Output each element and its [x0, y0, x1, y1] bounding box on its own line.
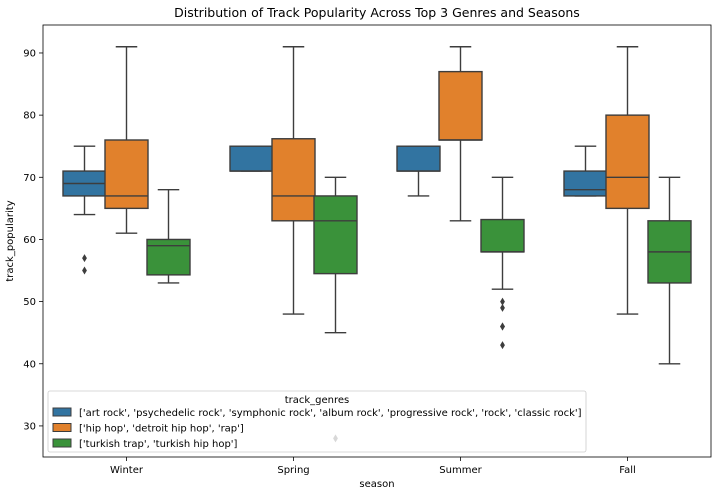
box-iqr — [396, 145, 441, 172]
y-axis-label: track_popularity — [5, 200, 16, 281]
y-tick-label: 50 — [23, 297, 36, 308]
outlier-point — [500, 303, 505, 312]
plot-frame — [42, 24, 712, 458]
box-iqr — [438, 70, 483, 141]
legend-swatch — [52, 407, 72, 417]
legend-title: track_genres — [285, 395, 350, 406]
axes-layer: 30 40 50 60 70 80 90 Winter Spring Summer Fall — [23, 48, 636, 476]
box-iqr — [313, 195, 358, 275]
y-tick-label: 90 — [23, 48, 36, 59]
y-tick-label: 60 — [23, 235, 36, 246]
outlier-point — [500, 341, 505, 350]
legend-entry-label: ['hip hop', 'detroit hip hop', 'rap'] — [79, 424, 244, 435]
x-axis-label: season — [359, 479, 394, 490]
box-iqr — [563, 170, 608, 197]
box-iqr — [229, 145, 274, 172]
y-tick-label: 40 — [23, 359, 36, 370]
outlier-point — [500, 322, 505, 331]
box-iqr — [146, 238, 191, 276]
y-tick-label: 80 — [23, 111, 36, 122]
box-iqr — [271, 138, 316, 222]
x-tick-label: Spring — [277, 465, 309, 476]
chart-title: Distribution of Track Popularity Across … — [174, 5, 580, 20]
x-tick-label: Summer — [439, 465, 482, 476]
legend-swatch — [52, 438, 72, 448]
box-iqr — [104, 139, 149, 210]
y-tick-label: 30 — [23, 421, 36, 432]
legend-entry-label: ['turkish trap', 'turkish hip hop'] — [79, 439, 238, 450]
box-iqr — [480, 218, 525, 253]
legend-entry-label: ['art rock', 'psychedelic rock', 'sympho… — [79, 408, 582, 419]
box-iqr — [605, 114, 650, 210]
outlier-point — [500, 297, 505, 306]
legend-frame — [47, 390, 587, 453]
outlier-point — [82, 266, 87, 275]
boxes-layer — [62, 46, 692, 443]
y-tick-label: 70 — [23, 173, 36, 184]
legend: track_genres ['art rock', 'psychedelic r… — [47, 390, 587, 453]
x-tick-label: Winter — [110, 465, 144, 476]
legend-swatch — [52, 423, 72, 432]
outlier-point — [82, 254, 87, 263]
x-tick-label: Fall — [619, 465, 636, 476]
